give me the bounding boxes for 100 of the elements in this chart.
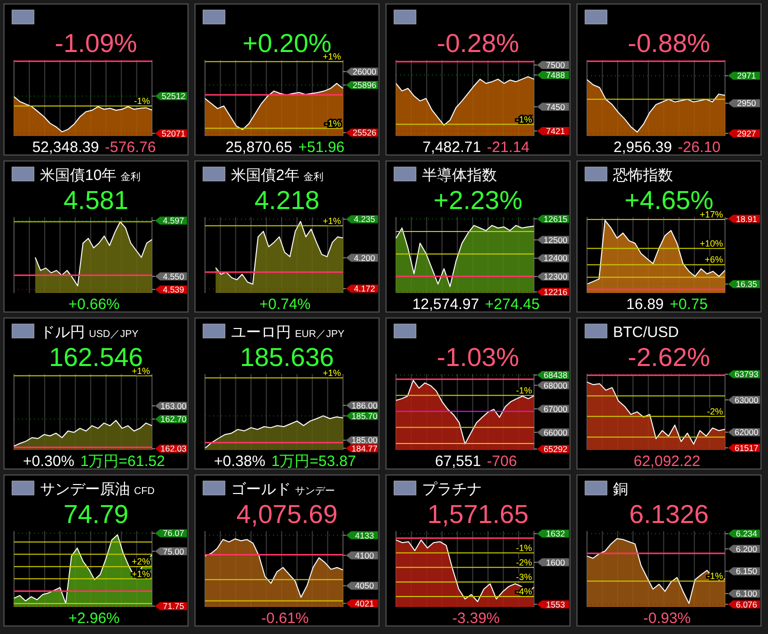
text: -706 [486, 453, 517, 470]
text: 4.581 [63, 185, 129, 215]
y-tick-label: 186.00 [352, 400, 378, 410]
chart-title: 銅 [613, 481, 628, 498]
annotation: -1% [516, 114, 532, 124]
text: -21.14 [486, 139, 530, 156]
y-tick-label: 1553 [546, 599, 566, 610]
text: 1,571.65 [427, 499, 529, 529]
text: -0.88% [628, 28, 710, 58]
y-tick-label: 12400 [544, 253, 568, 264]
text: 6.1326 [629, 499, 709, 529]
y-tick-label: 6.100 [736, 588, 758, 599]
chart-title: ユーロ円 [231, 324, 291, 341]
y-tick-label: 4.550 [162, 271, 184, 282]
text: 1万円=61.52 [80, 453, 165, 470]
y-tick-label: 18.91 [736, 214, 758, 224]
text: 4.218 [254, 185, 320, 215]
y-tick-label: 184.77 [352, 443, 378, 454]
text: -0.93% [643, 610, 691, 627]
y-tick-label: 2950 [737, 98, 756, 108]
text: 12,574.97 [412, 296, 480, 313]
text: +51.96 [298, 139, 345, 156]
chart-subtitle: サンデー [295, 486, 335, 497]
y-tick-label: 6.234 [736, 528, 758, 539]
y-tick-label: 62000 [734, 427, 759, 438]
annotation: -1% [516, 542, 532, 553]
annotation: +1% [322, 216, 341, 226]
y-tick-label: 63000 [734, 394, 759, 405]
chart-title: BTC/USD [613, 324, 680, 341]
annotation: -1% [516, 385, 532, 396]
annotation: -1% [134, 96, 150, 106]
chart-title: 半導体指数 [422, 167, 497, 184]
text: +0.66% [68, 296, 120, 313]
y-tick-label: 16.35 [736, 279, 758, 290]
y-tick-label: 1632 [546, 528, 566, 539]
y-tick-label: 2971 [737, 70, 756, 81]
y-tick-label: 4.235 [354, 214, 376, 224]
text: -1.09% [54, 28, 138, 58]
y-tick-label: 67000 [544, 404, 568, 414]
y-tick-label: 4133 [355, 530, 374, 540]
text: -576.76 [104, 139, 156, 156]
text: 62,092.22 [634, 453, 700, 470]
y-tick-label: 2927 [737, 128, 756, 138]
y-tick-label: 7450 [546, 102, 566, 112]
chart-title: ドル円 [40, 324, 85, 341]
text: -0.61% [261, 610, 309, 627]
annotation: +1% [322, 368, 341, 378]
text: 2,956.39 [614, 139, 672, 156]
y-tick-label: 1600 [546, 557, 566, 568]
y-tick-label: 4100 [355, 550, 374, 560]
y-tick-label: 26000 [352, 66, 377, 77]
y-tick-label: 61517 [734, 442, 759, 453]
y-tick-label: 76.07 [162, 528, 184, 538]
y-tick-label: 12500 [544, 234, 568, 245]
y-tick-label: 4.200 [354, 252, 376, 263]
text: -1.03% [436, 342, 520, 372]
y-tick-label: 185.70 [352, 410, 378, 421]
chart-title: プラチナ [422, 481, 482, 498]
text: +2.23% [434, 185, 522, 215]
y-tick-label: 12300 [544, 272, 568, 282]
text: -3.39% [452, 610, 500, 627]
y-tick-label: 63793 [734, 369, 759, 380]
y-tick-label: 25526 [352, 128, 377, 138]
y-tick-label: 4021 [355, 598, 374, 608]
y-tick-label: 7421 [546, 126, 566, 136]
chart-subtitle: EUR／JPY [295, 329, 345, 340]
text: -2.62% [628, 342, 710, 372]
y-tick-label: 6.200 [736, 544, 758, 554]
y-tick-label: 4050 [355, 580, 374, 591]
y-tick-label: 65292 [544, 444, 568, 454]
text: +274.45 [485, 296, 540, 313]
chart-subtitle: 金利 [303, 171, 324, 183]
y-tick-label: 25896 [352, 80, 377, 90]
y-tick-label: 162.03 [160, 444, 187, 454]
text: 16.89 [626, 296, 664, 313]
y-tick-label: 7488 [546, 70, 566, 80]
y-tick-label: 4.597 [162, 216, 184, 226]
text: +2.96% [68, 610, 120, 627]
chart-subtitle: 金利 [120, 171, 141, 183]
annotation: -2% [706, 406, 723, 416]
y-tick-label: 162.70 [160, 414, 187, 424]
annotation: +1% [132, 366, 150, 376]
text: 1万円=53.87 [271, 453, 356, 470]
annotation: -2% [516, 557, 532, 568]
text: +0.38% [214, 453, 266, 470]
text: -0.28% [436, 28, 520, 58]
chart-subtitle: CFD [134, 486, 155, 497]
annotation: +1% [322, 52, 341, 62]
y-tick-label: 12615 [544, 214, 568, 224]
y-tick-label: 68438 [544, 370, 568, 380]
chart-title: サンデー原油 [40, 481, 130, 498]
text: 74.79 [63, 499, 129, 529]
annotation: +6% [704, 254, 723, 265]
annotation: -1% [324, 118, 341, 128]
y-tick-label: 52512 [162, 91, 186, 102]
chart-title: ゴールド [231, 481, 291, 498]
y-tick-label: 66000 [544, 427, 568, 438]
chart-title: 恐怖指数 [612, 167, 673, 184]
y-tick-label: 4.172 [354, 284, 376, 294]
y-tick-label: 12216 [544, 286, 568, 297]
